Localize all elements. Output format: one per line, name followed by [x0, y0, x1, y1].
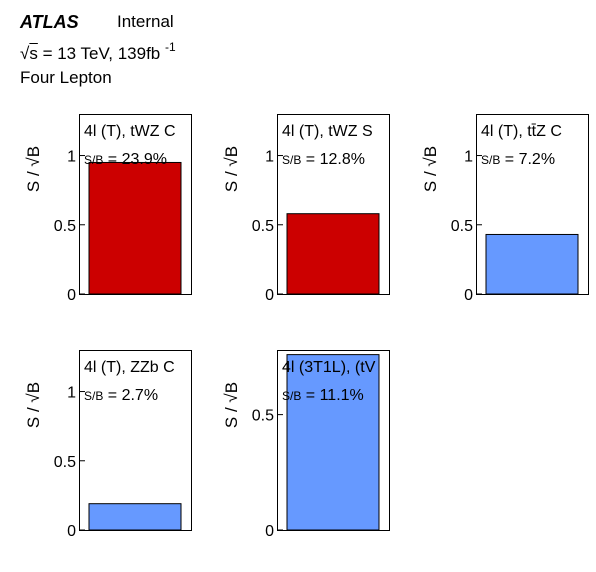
- panel-title: 4l (3T1L), (tV: [282, 359, 376, 376]
- sb-prefix: S/B: [481, 153, 500, 167]
- sb-label: S/B = 2.7%: [84, 387, 158, 404]
- panel-text: 4l (T), tt̄Z C S/B = 7.2%: [481, 123, 562, 168]
- panel-frame: [79, 114, 192, 295]
- chart-panel-5: 4l (3T1L), (tV S/B = 11.1% 0 0.5 S / √B: [222, 350, 390, 540]
- bar: [286, 213, 380, 295]
- bar: [88, 161, 182, 295]
- sqrt-symbol: √: [20, 44, 30, 63]
- y-tick-label: 1: [265, 149, 274, 166]
- y-tick-label: 0.5: [451, 218, 473, 235]
- experiment-name: ATLAS: [20, 12, 79, 32]
- panel-title: 4l (T), ZZb C: [84, 359, 175, 376]
- y-tick-label: 0.5: [54, 454, 76, 471]
- panel-frame: [79, 350, 192, 531]
- y-tick-label: 1: [67, 149, 76, 166]
- y-axis-label: S / √B: [421, 146, 440, 192]
- y-tick-label: 1: [67, 385, 76, 402]
- atlas-label: ATLAS: [20, 12, 79, 33]
- chart-panel-2: 4l (T), tWZ S S/B = 12.8% 0 0.5 1 S / √B: [222, 114, 390, 304]
- status-label: Internal: [117, 12, 174, 31]
- y-axis-label: S / √B: [222, 146, 241, 192]
- y-tick-label: 0: [67, 523, 76, 540]
- lumi-exponent: -1: [165, 40, 176, 54]
- sb-prefix: S/B: [282, 153, 301, 167]
- panel-frame: [277, 114, 390, 295]
- sb-label: S/B = 23.9%: [84, 151, 167, 168]
- chart-panel-1: 4l (T), tWZ C S/B = 23.9% 0 0.5 1 S / √B: [24, 114, 192, 304]
- y-tick-label: 0.5: [252, 408, 274, 425]
- chart-panel-4: 4l (T), ZZb C S/B = 2.7% 0 0.5 1 S / √B: [24, 350, 192, 540]
- panel-text: 4l (T), tWZ C S/B = 23.9%: [84, 123, 176, 168]
- y-tick-label: 1: [464, 149, 473, 166]
- panel-text: 4l (3T1L), (tV S/B = 11.1%: [282, 359, 376, 404]
- y-tick-label: 0: [265, 287, 274, 304]
- y-axis-label: S / √B: [222, 382, 241, 428]
- y-tick-label: 0.5: [54, 218, 76, 235]
- sb-label: S/B = 12.8%: [282, 151, 365, 168]
- region-group-label: Four Lepton: [20, 68, 112, 87]
- energy-s: s: [29, 44, 38, 63]
- y-axis-label: S / √B: [24, 146, 43, 192]
- sb-label: S/B = 11.1%: [282, 387, 364, 404]
- panel-frame: [277, 350, 390, 531]
- bar: [88, 503, 182, 531]
- sb-prefix: S/B: [84, 153, 103, 167]
- panel-text: 4l (T), ZZb C S/B = 2.7%: [84, 359, 175, 404]
- panel-frame: [476, 114, 589, 295]
- panel-text: 4l (T), tWZ S S/B = 12.8%: [282, 123, 373, 168]
- energy-value: = 13 TeV, 139fb: [37, 44, 161, 63]
- panel-title: 4l (T), tWZ S: [282, 123, 373, 140]
- bar: [485, 233, 579, 295]
- chart-panel-3: 4l (T), tt̄Z C S/B = 7.2% 0 0.5 1 S / √B: [421, 114, 589, 304]
- energy-lumi-label: √s = 13 TeV, 139fb -1: [20, 40, 176, 64]
- y-tick-label: 0: [67, 287, 76, 304]
- sb-prefix: S/B: [282, 389, 301, 403]
- sb-prefix: S/B: [84, 389, 103, 403]
- y-tick-label: 0: [464, 287, 473, 304]
- bar: [286, 354, 380, 531]
- panel-title: 4l (T), tt̄Z C: [481, 123, 562, 140]
- y-tick-label: 0: [265, 523, 274, 540]
- sb-label: S/B = 7.2%: [481, 151, 555, 168]
- panel-title: 4l (T), tWZ C: [84, 123, 176, 140]
- y-tick-label: 0.5: [252, 218, 274, 235]
- y-axis-label: S / √B: [24, 382, 43, 428]
